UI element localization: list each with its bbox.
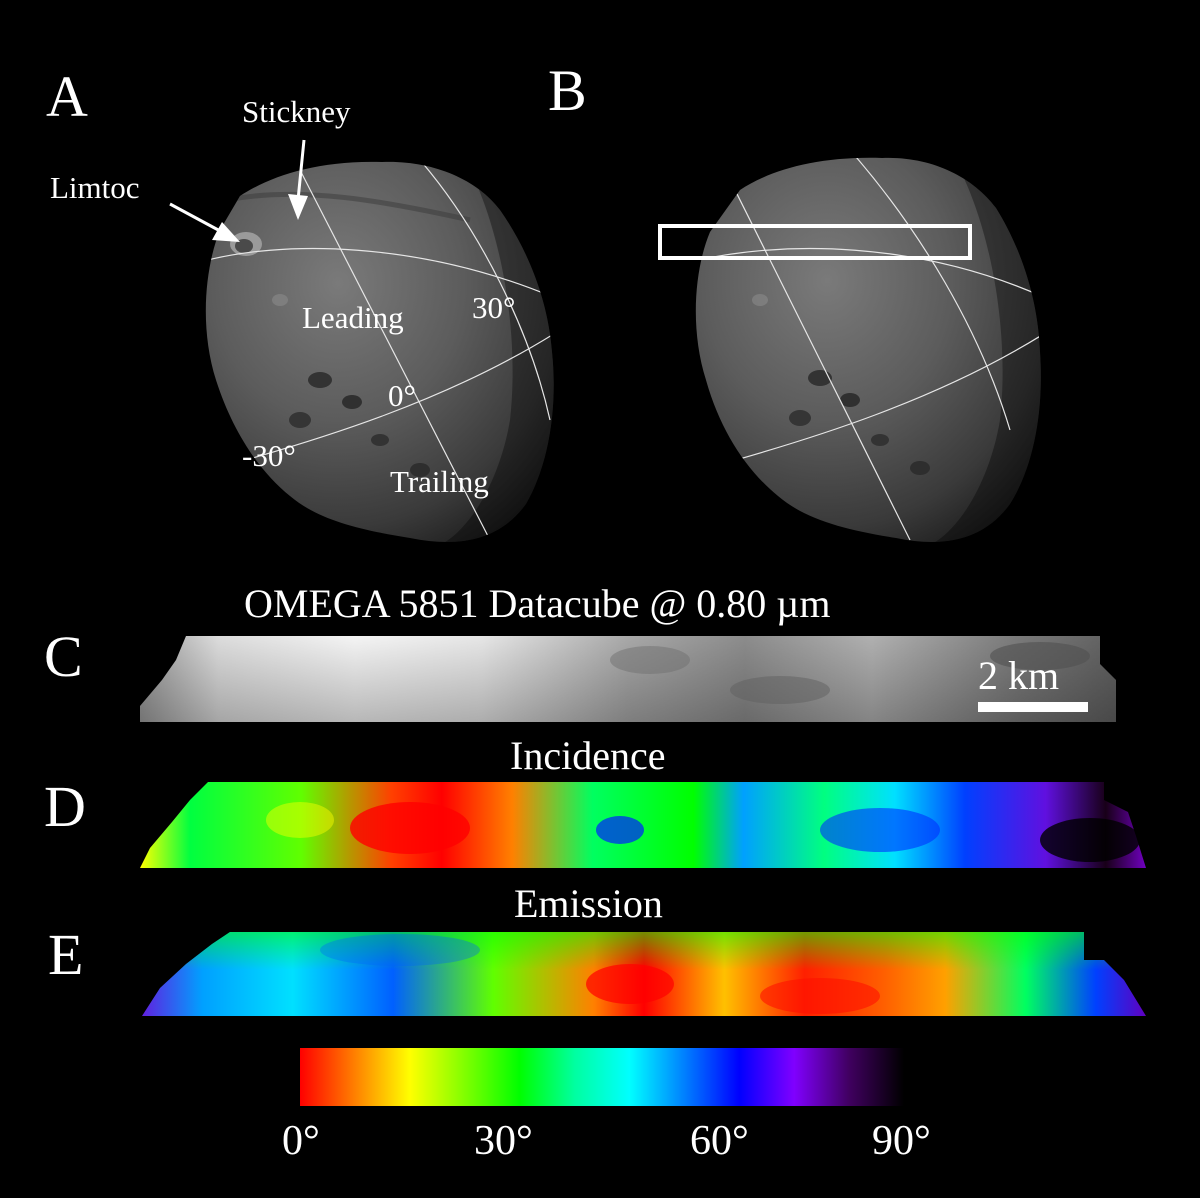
title-emission: Emission (514, 881, 663, 926)
selection-rectangle (658, 224, 972, 260)
panel-label-e: E (48, 922, 84, 987)
colorbar-tick-0: 0° (282, 1118, 320, 1164)
scale-bar-label: 2 km (978, 653, 1060, 698)
limtoc-arrow (169, 202, 240, 242)
panel-label-b: B (548, 58, 587, 123)
label-lat-0: 0° (388, 378, 416, 413)
colorbar-tick-90: 90° (872, 1118, 931, 1164)
panel-label-c: C (44, 624, 83, 689)
label-limtoc: Limtoc (50, 170, 140, 205)
panel-label-d: D (44, 774, 86, 839)
scale-bar (978, 702, 1088, 712)
label-leading: Leading (302, 300, 404, 335)
datacube-strip-c (140, 636, 1116, 722)
colorbar-tick-30: 30° (474, 1118, 533, 1164)
title-incidence: Incidence (510, 733, 666, 778)
label-lat-30: 30° (472, 290, 516, 325)
moon-image-a (205, 161, 554, 542)
colorbar (300, 1048, 904, 1106)
label-trailing: Trailing (390, 464, 489, 499)
emission-strip-e (142, 932, 1146, 1016)
panel-label-a: A (46, 64, 88, 129)
moon-image-b (658, 157, 1041, 542)
colorbar-tick-60: 60° (690, 1118, 749, 1164)
title-datacube: OMEGA 5851 Datacube @ 0.80 µm (244, 581, 831, 626)
incidence-strip-d (140, 782, 1146, 868)
label-lat-neg30: -30° (242, 438, 296, 473)
stickney-arrow (288, 139, 308, 220)
label-stickney: Stickney (242, 94, 351, 129)
